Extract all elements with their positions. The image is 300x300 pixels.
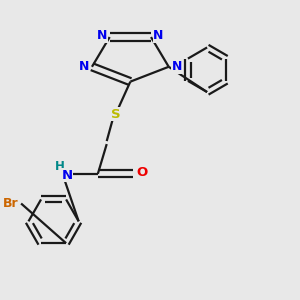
Text: Br: Br (3, 197, 19, 210)
Text: H: H (55, 160, 64, 173)
Text: N: N (153, 29, 164, 42)
Text: S: S (111, 108, 120, 121)
Text: N: N (172, 60, 182, 73)
Text: O: O (136, 166, 147, 179)
Text: N: N (61, 169, 72, 182)
Text: N: N (97, 29, 107, 42)
Text: N: N (79, 60, 89, 73)
